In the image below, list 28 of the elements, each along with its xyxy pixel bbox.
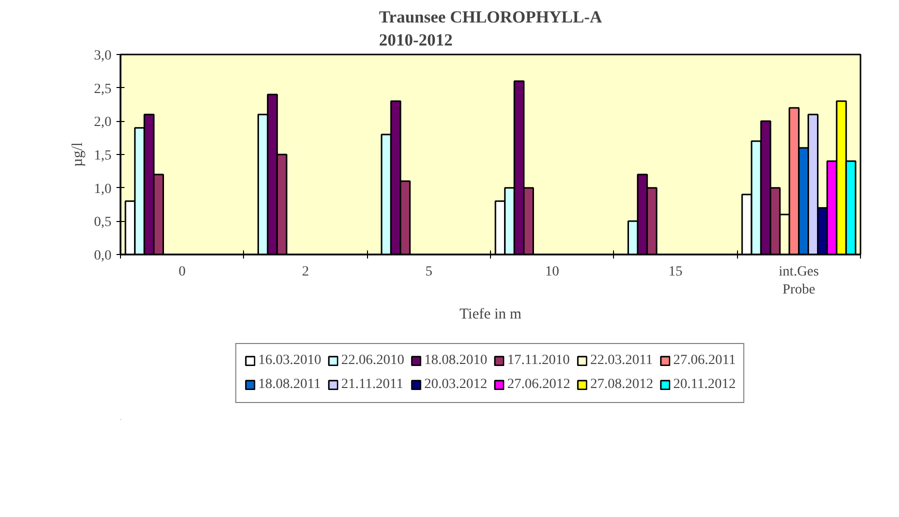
x-tick-label: 15 <box>668 264 682 280</box>
y-axis-title: µg/l <box>70 142 86 167</box>
legend-label: 16.03.2010 <box>258 352 322 370</box>
legend-label: 21.11.2011 <box>341 376 404 394</box>
legend-label: 18.08.2010 <box>424 352 488 370</box>
x-tick-label: int.Ges Probe <box>778 264 819 298</box>
legend-label: 22.03.2011 <box>590 352 653 370</box>
y-tick-label: 1,5 <box>94 148 112 164</box>
x-tick-label: 5 <box>425 264 432 280</box>
legend-label: 20.11.2012 <box>673 376 736 394</box>
legend-label: 27.06.2012 <box>507 376 570 394</box>
x-tick-label: 0 <box>178 264 186 280</box>
legend-label: 27.06.2011 <box>673 352 736 370</box>
legend-label: 18.08.2011 <box>258 376 321 394</box>
x-axis-title: Tiefe in m <box>460 306 522 322</box>
y-tick-label: 2,5 <box>94 82 112 97</box>
legend-label: 20.03.2012 <box>424 376 488 394</box>
legend-label: 17.11.2010 <box>507 352 570 370</box>
x-tick-label: 10 <box>545 264 560 280</box>
legend-label: 22.06.2010 <box>341 352 404 370</box>
y-tick-label: 0,5 <box>94 215 112 230</box>
y-tick-label: 3,0 <box>94 48 112 64</box>
y-tick-label: 1,0 <box>94 182 112 197</box>
x-tick-label: 2 <box>302 264 309 280</box>
y-tick-label: 0,0 <box>94 248 112 264</box>
chart-title: Traunsee CHLOROPHYLL-A 2010-2012 <box>378 8 603 50</box>
legend-label: 27.08.2012 <box>590 376 654 394</box>
y-tick-label: 2,0 <box>94 115 112 130</box>
